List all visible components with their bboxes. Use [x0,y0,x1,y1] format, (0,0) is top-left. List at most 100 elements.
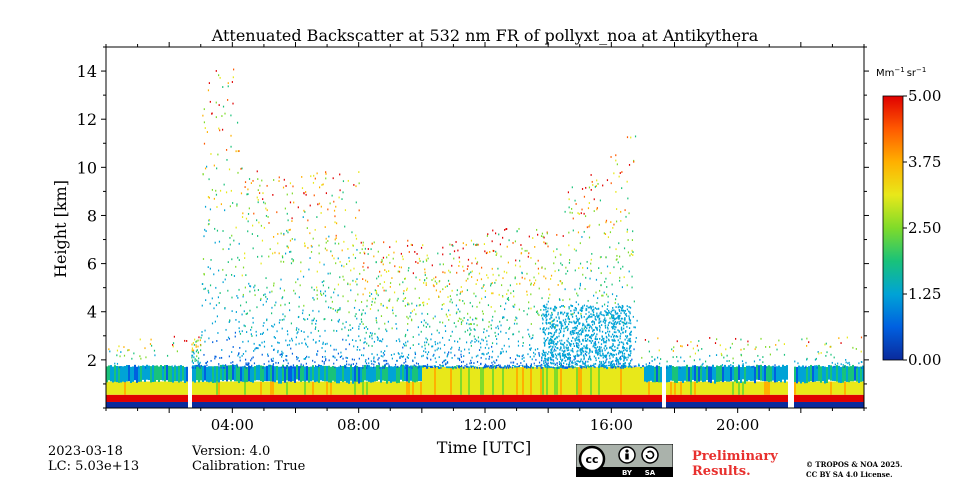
surface-red-band [286,394,288,402]
signal-point [297,206,299,209]
dense-column-point [599,349,601,352]
signal-point [388,270,390,273]
surface-red-band [588,394,590,402]
signal-point [435,289,438,292]
dense-column-point [624,348,626,351]
dense-column-point [576,345,578,348]
signal-point [364,287,366,290]
signal-point [275,361,277,364]
aerosol-layer [216,381,218,395]
surface-band [274,401,276,408]
dense-column-point [590,307,592,310]
surface-red-band [406,394,408,402]
surface-red-band [746,394,748,402]
aerosol-layer [180,381,182,395]
boundary-layer [200,365,202,381]
dense-column-point [590,315,592,318]
dense-column-point [571,329,573,332]
signal-point [297,331,299,333]
surface-band [482,401,484,408]
dense-column-point [596,333,598,336]
dense-column-point [596,308,598,310]
signal-point [341,328,343,331]
dense-column-point [626,321,628,324]
signal-point [614,298,617,301]
signal-point [253,342,255,345]
signal-point [286,193,288,196]
boundary-layer [726,366,728,382]
surface-band [666,401,668,408]
signal-point [291,238,293,240]
surface-band [136,401,138,408]
signal-point [404,277,406,280]
signal-point [457,340,459,343]
surface-band [406,401,408,408]
surface-red-band [810,394,812,402]
signal-point [192,367,194,369]
signal-point [631,275,633,278]
signal-point [492,229,494,232]
signal-point [561,339,563,342]
surface-band [418,401,420,408]
signal-point [228,321,230,323]
dense-column-point [566,312,568,315]
signal-point [516,317,518,320]
signal-point [377,337,379,340]
dense-column-point [557,313,559,316]
signal-point [528,333,530,336]
surface-band [822,401,824,408]
signal-point [293,201,295,204]
signal-point [379,367,381,369]
aerosol-layer [436,367,438,395]
signal-point [562,324,564,327]
dense-column-point [580,314,582,317]
signal-point [395,314,397,317]
dense-column-point [605,339,608,342]
signal-point [437,347,439,350]
boundary-layer [214,366,216,383]
signal-point [219,357,221,359]
surface-band [670,401,672,408]
aerosol-layer [368,381,370,395]
signal-point [491,240,493,243]
aerosol-layer [432,367,434,395]
surface-band [330,401,332,408]
signal-point [272,363,275,365]
signal-point [235,318,237,321]
surface-band [178,401,180,408]
signal-point [344,365,346,368]
aerosol-layer [460,367,462,395]
signal-point [315,326,317,329]
dense-column-point [573,320,575,323]
dense-column-point [620,312,622,315]
surface-band [804,401,806,408]
signal-point [282,366,285,368]
surface-red-band [486,394,488,402]
surface-red-band [590,394,592,402]
dense-column-point [626,325,628,328]
surface-red-band [454,394,456,402]
surface-band [776,401,778,408]
dense-column-point [566,347,568,350]
signal-point [419,278,421,281]
surface-red-band [506,394,508,402]
boundary-layer [504,365,506,368]
signal-point [411,367,413,369]
signal-point [526,293,528,296]
signal-point [630,344,632,347]
surface-band [186,401,188,408]
signal-point [272,194,274,196]
boundary-layer [712,364,714,380]
surface-band [166,401,168,408]
dense-column-point [610,364,612,367]
signal-point [353,306,356,309]
boundary-layer [452,367,454,370]
aerosol-layer [300,381,302,395]
dense-column-point [552,320,554,322]
surface-red-band [636,394,638,402]
signal-point [625,215,627,218]
signal-point [546,231,548,234]
signal-point [317,350,319,353]
dense-column-point [551,313,553,316]
aerosol-layer [744,381,746,395]
